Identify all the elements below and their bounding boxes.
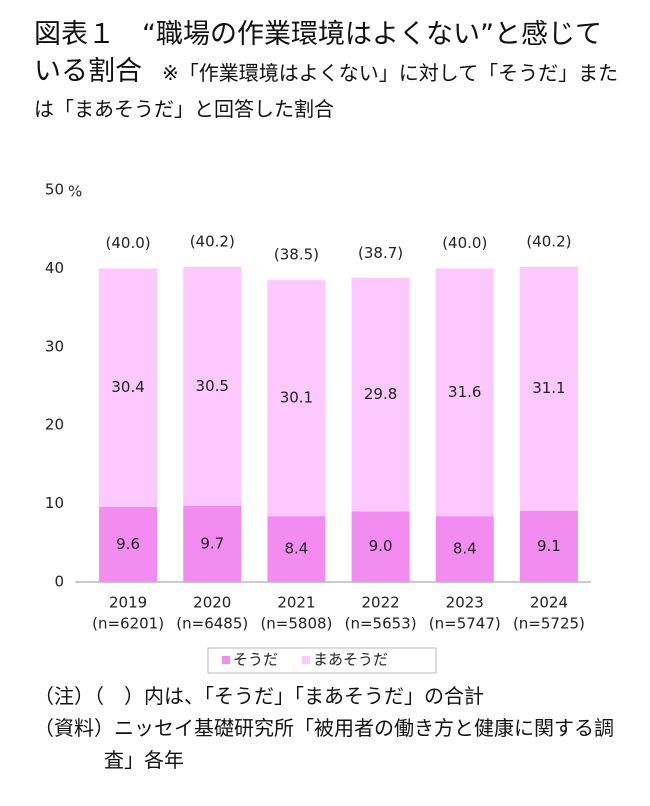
x-tick-label: 2023 xyxy=(446,594,484,612)
legend-label: そうだ xyxy=(233,651,278,669)
bar-segment xyxy=(99,506,158,582)
x-tick-label: 2019 xyxy=(109,594,147,612)
legend-swatch xyxy=(222,656,230,664)
value-label: 9.1 xyxy=(537,537,561,555)
bar-segment xyxy=(435,516,494,582)
total-label: (38.7) xyxy=(358,244,403,262)
chart-title: 図表１ “職場の作業環境はよくない”と感じている割合 xyxy=(34,19,602,87)
sample-size-label: (n=5653) xyxy=(345,615,417,633)
value-label: 8.4 xyxy=(453,540,477,558)
chart-subtitle: ※「作業環境はよくない」に対して「そうだ」または「まあそうだ」と回答した割合 xyxy=(34,61,619,121)
note: （資料）ニッセイ基礎研究所「被用者の働き方と健康に関する調査」各年 xyxy=(34,716,614,772)
bar-segment xyxy=(267,516,326,582)
value-label: 31.1 xyxy=(532,379,565,397)
bar-segment xyxy=(183,505,242,582)
bar-segment xyxy=(351,277,410,512)
notes: （注）（ ）内は、「そうだ」「まあそうだ」の合計 （資料）ニッセイ基礎研究所「被… xyxy=(34,680,624,776)
y-tick-label: 30 xyxy=(45,337,64,355)
x-tick-label: 2024 xyxy=(530,594,568,612)
y-tick-label: 10 xyxy=(45,494,64,512)
value-label: 30.4 xyxy=(111,378,144,396)
value-label: 30.5 xyxy=(196,377,229,395)
value-label: 9.7 xyxy=(200,534,224,552)
value-label: 30.1 xyxy=(280,389,313,407)
y-tick-label: 0 xyxy=(54,573,64,591)
legend-swatch xyxy=(302,656,311,664)
bar-segment xyxy=(267,280,326,517)
bar-segment xyxy=(183,266,242,506)
value-label: 31.6 xyxy=(448,383,481,401)
header: 図表１ “職場の作業環境はよくない”と感じている割合 ※「作業環境はよくない」に対… xyxy=(34,18,624,128)
y-tick-label: 50 xyxy=(45,181,64,199)
y-tick-label: 40 xyxy=(45,259,64,277)
x-tick-label: 2022 xyxy=(361,594,399,612)
legend-label: まあそうだ xyxy=(313,651,388,669)
bar-segment xyxy=(435,268,494,517)
total-label: (40.0) xyxy=(442,234,487,252)
note: （注）（ ）内は、「そうだ」「まあそうだ」の合計 xyxy=(34,684,484,708)
value-label: 9.0 xyxy=(369,537,393,555)
x-tick-label: 2021 xyxy=(277,594,315,612)
sample-size-label: (n=5747) xyxy=(429,615,501,633)
value-label: 9.6 xyxy=(116,535,140,553)
sample-size-label: (n=5808) xyxy=(260,615,332,633)
sample-size-label: (n=5725) xyxy=(513,615,585,633)
x-tick-label: 2020 xyxy=(193,594,231,612)
sample-size-label: (n=6201) xyxy=(92,615,164,633)
total-label: (40.2) xyxy=(526,232,571,250)
bar-segment xyxy=(519,266,578,511)
bar-segment xyxy=(519,510,578,582)
total-label: (40.2) xyxy=(190,232,235,250)
sample-size-label: (n=6485) xyxy=(176,615,248,633)
total-label: (38.5) xyxy=(274,246,319,264)
total-label: (40.0) xyxy=(106,234,151,252)
value-label: 29.8 xyxy=(364,385,397,403)
bar-segment xyxy=(351,511,410,582)
legend-box xyxy=(207,647,437,674)
bar-segment xyxy=(99,268,158,507)
y-tick-label: 20 xyxy=(45,416,64,434)
value-label: 8.4 xyxy=(284,540,308,558)
